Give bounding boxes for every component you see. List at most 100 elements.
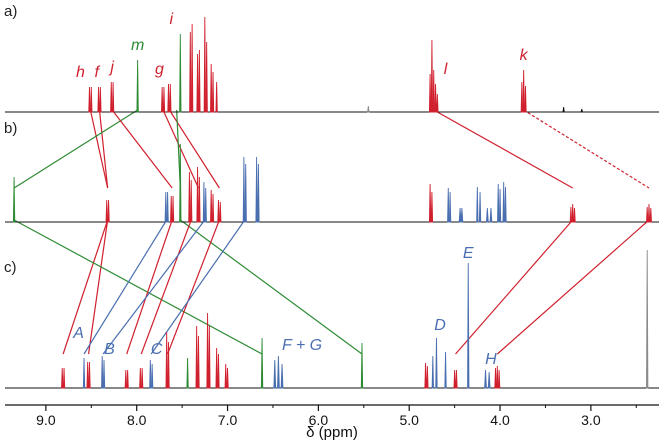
peak-label-f: f (95, 64, 101, 81)
peak-label-h: h (76, 64, 85, 81)
peak-2-9 (190, 179, 193, 223)
peak-1-15 (198, 49, 201, 113)
peak-2-13 (204, 187, 207, 223)
peak-2-31 (489, 207, 493, 223)
peak-1-30 (562, 106, 565, 113)
peak-3-27 (280, 363, 284, 389)
peak-2-37 (571, 203, 574, 223)
peak-2-11 (198, 176, 201, 223)
peak-1-17 (205, 41, 208, 113)
peak-1-2 (97, 86, 100, 113)
correlation-line-20 (496, 219, 650, 355)
peak-2-25 (448, 191, 452, 223)
peak-3-21 (217, 353, 220, 389)
peak-1-27 (520, 81, 524, 113)
peak-3-24 (260, 337, 264, 389)
spectrum-2 (5, 143, 659, 223)
peak-1-0 (88, 86, 91, 113)
peak-1-16 (203, 16, 206, 113)
correlation-line-18 (150, 219, 246, 355)
peak-1-23 (430, 39, 434, 113)
panel-label-1: a) (4, 3, 17, 20)
peak-1-1 (90, 86, 93, 113)
x-axis-title: δ (ppm) (306, 424, 358, 441)
peak-2-8 (188, 171, 191, 223)
x-tick-label: 6.0 (309, 412, 329, 428)
peak-1-10 (169, 83, 172, 113)
peak-label-k: k (520, 47, 529, 64)
peak-label-fg: F + G (282, 337, 322, 354)
spectra (5, 16, 659, 389)
peak-1-6 (136, 59, 139, 113)
peak-label-a: A (72, 325, 84, 342)
peak-3-9 (139, 367, 142, 389)
peak-3-19 (208, 325, 211, 389)
peak-3-10 (140, 367, 144, 389)
peak-3-8 (126, 369, 129, 389)
peak-3-41 (497, 369, 501, 389)
peak-1-19 (211, 71, 215, 113)
correlation-line-7 (433, 109, 574, 189)
peak-label-m: m (131, 37, 144, 54)
peak-2-18 (242, 156, 246, 223)
peak-2-20 (255, 156, 258, 223)
peak-3-36 (467, 262, 470, 389)
correlation-line-12 (83, 219, 168, 355)
peak-2-3 (164, 191, 167, 223)
peak-3-6 (102, 359, 106, 389)
peak-3-17 (197, 335, 200, 389)
peak-2-33 (498, 188, 502, 223)
peak-label-g: g (155, 61, 164, 78)
peak-1-31 (580, 108, 584, 113)
peak-3-13 (165, 331, 168, 389)
peak-1-9 (167, 83, 170, 113)
peak-3-28 (360, 342, 364, 389)
correlation-lines (13, 109, 650, 355)
peak-2-22 (428, 183, 432, 223)
peak-2-39 (646, 206, 649, 223)
peak-2-15 (211, 193, 215, 223)
peak-2-29 (478, 191, 482, 223)
correlation-line-19 (455, 219, 574, 355)
correlation-line-17 (167, 219, 220, 355)
peak-2-4 (166, 191, 169, 223)
peak-2-12 (202, 181, 206, 223)
peak-label-c: C (151, 341, 163, 358)
correlation-line-0 (89, 109, 109, 189)
spectrum-1 (5, 16, 659, 113)
peak-1-25 (434, 83, 437, 113)
x-tick-label: 8.0 (127, 412, 147, 428)
x-tick-label: 3.0 (581, 412, 601, 428)
peak-1-7 (160, 86, 164, 113)
peak-2-1 (105, 199, 108, 223)
peak-2-21 (257, 163, 260, 223)
peak-3-5 (101, 355, 104, 389)
peak-1-28 (522, 69, 525, 113)
x-tick-label: 4.0 (490, 412, 510, 428)
peak-2-28 (476, 186, 479, 223)
peak-3-23 (226, 367, 229, 389)
peak-3-0 (61, 367, 64, 389)
peak-1-11 (179, 33, 182, 113)
correlation-line-9 (62, 219, 109, 355)
correlation-line-11 (13, 219, 263, 355)
peak-1-4 (110, 81, 113, 113)
peak-2-41 (649, 207, 652, 223)
peak-3-16 (195, 325, 198, 389)
correlation-line-10 (87, 219, 109, 355)
panel-label-3: c) (4, 259, 17, 276)
spectrum-3 (5, 249, 659, 389)
peak-3-38 (487, 371, 491, 389)
peak-3-35 (455, 369, 458, 389)
peak-1-20 (215, 81, 218, 113)
peak-labels: h f jmg i l k A B C F + G D E H (72, 11, 528, 368)
peak-2-38 (573, 207, 576, 223)
peak-2-27 (460, 207, 464, 223)
peak-2-14 (210, 189, 213, 223)
peak-1-14 (196, 53, 199, 113)
peak-1-18 (210, 63, 213, 113)
peak-3-4 (88, 361, 91, 389)
peak-3-34 (453, 369, 456, 389)
peak-3-2 (82, 357, 86, 389)
peak-1-8 (162, 86, 166, 113)
